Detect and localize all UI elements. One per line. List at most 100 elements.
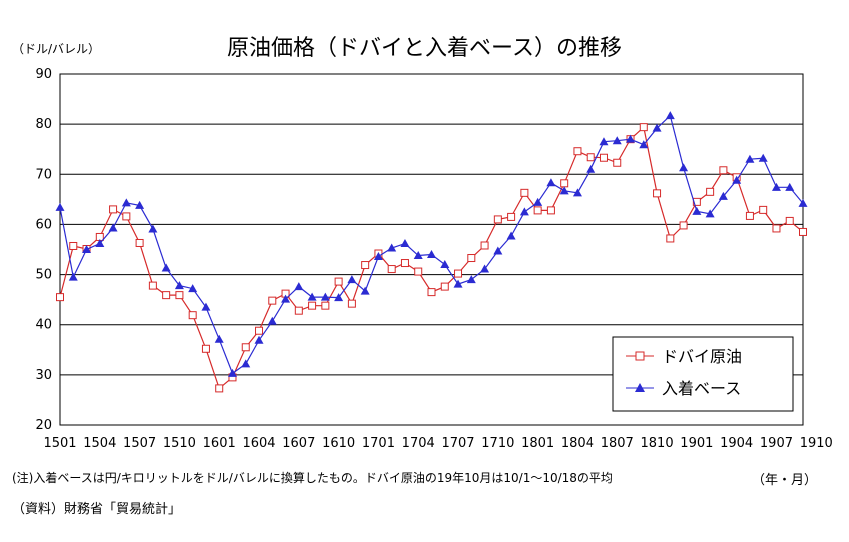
data-point-dubai — [467, 254, 476, 263]
x-tick-label: 1807 — [601, 436, 634, 451]
data-point-arrival — [493, 246, 503, 255]
data-point-arrival — [387, 243, 397, 252]
x-tick-label: 1607 — [282, 436, 315, 451]
series-group — [55, 111, 808, 393]
data-point-dubai — [719, 166, 728, 175]
data-point-arrival — [705, 209, 715, 218]
data-point-dubai — [109, 205, 118, 214]
legend-dubai-label: ドバイ原油 — [662, 347, 742, 366]
data-point-dubai — [440, 282, 449, 291]
x-tick-label: 1810 — [641, 436, 674, 451]
data-point-arrival — [95, 238, 105, 247]
data-point-dubai — [692, 197, 701, 206]
data-point-dubai — [321, 301, 330, 310]
data-point-arrival — [201, 302, 211, 311]
y-tick-label: 60 — [35, 217, 52, 232]
data-point-dubai — [135, 238, 144, 247]
data-point-arrival — [626, 134, 636, 143]
y-tick-label: 30 — [35, 368, 52, 383]
data-point-dubai — [215, 384, 224, 393]
y-axis-tick-labels: 20 30 40 50 60 70 80 90 — [35, 67, 52, 433]
data-point-arrival — [334, 293, 344, 302]
data-point-dubai — [241, 343, 250, 352]
x-tick-label: 1504 — [83, 436, 116, 451]
plot-area-frame — [59, 73, 804, 426]
y-tick-label: 70 — [35, 167, 52, 182]
y-tick-label: 90 — [35, 67, 52, 82]
data-point-arrival — [758, 153, 768, 162]
x-axis-tick-labels: 1501 1504 1507 1510 1601 1604 1607 1610 1701 1704… — [43, 436, 832, 451]
data-point-dubai — [361, 261, 370, 270]
data-point-dubai — [772, 224, 781, 233]
data-point-dubai — [533, 206, 542, 215]
data-point-arrival — [785, 182, 795, 191]
data-point-arrival — [612, 136, 622, 145]
legend-box — [612, 336, 794, 412]
data-point-arrival — [307, 292, 317, 301]
x-tick-label: 1701 — [362, 436, 395, 451]
legend-dubai-marker — [635, 351, 645, 361]
data-point-dubai — [387, 265, 396, 274]
series-line-arrival — [59, 114, 804, 375]
data-point-dubai — [56, 293, 64, 302]
data-point-arrival — [519, 207, 529, 216]
data-point-arrival — [267, 316, 277, 325]
y-tick-label: 80 — [35, 117, 52, 132]
x-tick-label: 1910 — [800, 436, 833, 451]
data-point-arrival — [400, 238, 410, 247]
x-tick-label: 1507 — [123, 436, 156, 451]
data-point-arrival — [254, 335, 264, 344]
data-point-arrival — [599, 137, 609, 146]
data-point-dubai — [427, 288, 436, 297]
data-point-dubai — [520, 188, 529, 197]
data-point-arrival — [798, 198, 808, 207]
data-point-dubai — [613, 158, 622, 167]
data-point-dubai — [308, 301, 317, 310]
data-point-arrival — [320, 292, 330, 301]
data-point-dubai — [175, 291, 184, 300]
data-point-arrival — [466, 275, 476, 284]
legend: ドバイ原油 入着ベース — [612, 336, 794, 412]
x-tick-label: 1601 — [203, 436, 236, 451]
data-point-dubai — [255, 326, 264, 335]
data-point-arrival — [241, 359, 251, 368]
data-point-dubai — [400, 259, 409, 268]
data-point-arrival — [745, 154, 755, 163]
data-point-dubai — [493, 215, 502, 224]
data-point-arrival — [413, 251, 423, 260]
data-point-arrival — [559, 186, 569, 195]
data-point-arrival — [281, 294, 291, 303]
data-point-arrival — [440, 260, 450, 269]
data-point-dubai — [745, 211, 754, 220]
data-point-arrival — [55, 202, 65, 211]
x-tick-label: 1707 — [441, 436, 474, 451]
data-point-dubai — [679, 221, 688, 230]
data-point-arrival — [174, 281, 184, 290]
data-point-arrival — [121, 198, 131, 207]
data-point-arrival — [771, 182, 781, 191]
chart-title: 原油価格（ドバイと入着ベース）の推移 — [227, 36, 622, 61]
x-tick-label: 1704 — [402, 436, 435, 451]
data-point-dubai — [546, 206, 555, 215]
data-point-arrival — [679, 163, 689, 172]
data-point-dubai — [480, 241, 489, 250]
data-point-arrival — [480, 264, 490, 273]
data-point-dubai — [69, 241, 78, 250]
x-tick-label: 1907 — [760, 436, 793, 451]
data-point-dubai — [268, 296, 277, 305]
x-tick-label: 1804 — [561, 436, 594, 451]
data-point-dubai — [799, 227, 807, 236]
data-point-arrival — [373, 252, 383, 261]
data-point-arrival — [68, 272, 78, 281]
data-point-dubai — [639, 123, 648, 132]
data-point-arrival — [108, 223, 118, 232]
data-point-arrival — [161, 263, 171, 272]
data-point-dubai — [586, 153, 595, 162]
data-point-dubai — [507, 212, 516, 221]
data-point-dubai — [414, 267, 423, 276]
data-point-arrival — [572, 188, 582, 197]
x-tick-label: 1501 — [43, 436, 76, 451]
data-point-arrival — [586, 164, 596, 173]
data-point-arrival — [214, 334, 224, 343]
